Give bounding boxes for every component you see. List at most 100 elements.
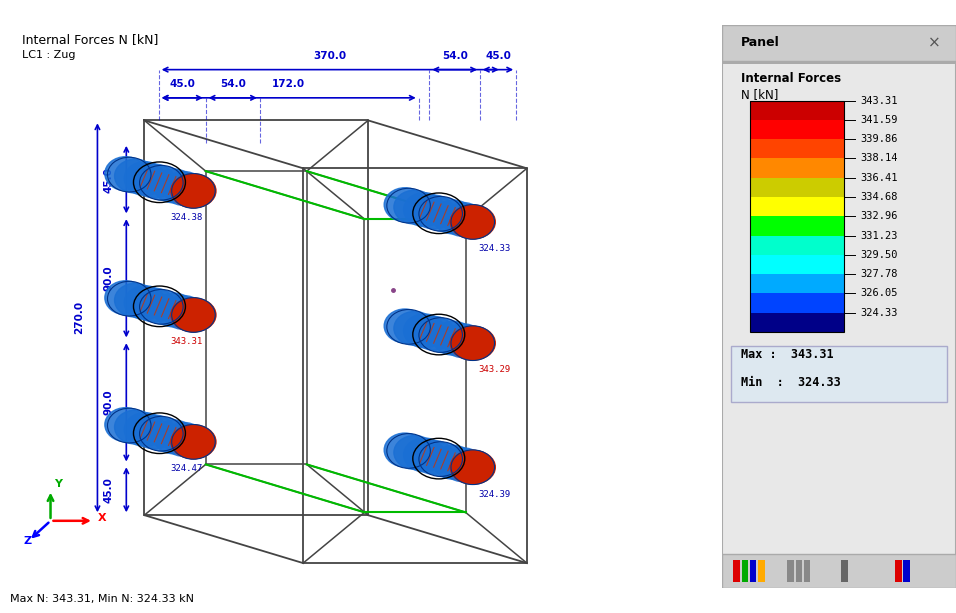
Bar [722, 61, 956, 64]
Bar [841, 560, 848, 582]
Bar [750, 139, 843, 158]
Bar [731, 346, 946, 402]
Text: 343.29: 343.29 [478, 365, 511, 375]
Bar [895, 560, 902, 582]
Text: Max :  343.31: Max : 343.31 [741, 348, 833, 361]
Bar [758, 560, 765, 582]
Text: Max N: 343.31, Min N: 324.33 kN: Max N: 343.31, Min N: 324.33 kN [10, 594, 193, 604]
Bar [722, 25, 956, 61]
Text: 324.38: 324.38 [170, 213, 203, 223]
Ellipse shape [452, 451, 493, 484]
Bar [788, 560, 793, 582]
Ellipse shape [143, 167, 185, 200]
Ellipse shape [403, 192, 445, 226]
Bar [750, 235, 843, 255]
Ellipse shape [134, 288, 175, 322]
Bar [903, 560, 910, 582]
Ellipse shape [384, 433, 425, 467]
Bar [750, 313, 843, 332]
Bar [750, 216, 843, 235]
Text: 45.0: 45.0 [103, 477, 114, 503]
Text: 324.33: 324.33 [860, 308, 898, 318]
Ellipse shape [153, 169, 195, 203]
Ellipse shape [124, 162, 165, 196]
Text: 45.0: 45.0 [485, 51, 511, 61]
Ellipse shape [173, 174, 214, 208]
Ellipse shape [423, 197, 465, 232]
Ellipse shape [452, 205, 493, 239]
Ellipse shape [443, 324, 484, 357]
Ellipse shape [450, 451, 495, 484]
Text: 341.59: 341.59 [860, 115, 898, 125]
Text: 172.0: 172.0 [272, 79, 305, 89]
Text: 327.78: 327.78 [860, 269, 898, 279]
Ellipse shape [163, 172, 205, 205]
Ellipse shape [413, 195, 454, 229]
Ellipse shape [115, 410, 156, 444]
Ellipse shape [413, 441, 454, 474]
Ellipse shape [403, 314, 445, 348]
Bar [750, 294, 843, 313]
Text: 324.47: 324.47 [170, 464, 203, 473]
Text: 324.39: 324.39 [478, 490, 511, 498]
Ellipse shape [124, 413, 165, 446]
Ellipse shape [153, 420, 195, 454]
Bar [795, 560, 802, 582]
Bar [750, 178, 843, 197]
Text: 334.68: 334.68 [860, 192, 898, 202]
Text: 332.96: 332.96 [860, 211, 898, 221]
Ellipse shape [452, 326, 493, 360]
Ellipse shape [171, 298, 216, 332]
Text: 331.23: 331.23 [860, 230, 898, 240]
Ellipse shape [143, 291, 185, 324]
Ellipse shape [173, 298, 214, 332]
Ellipse shape [394, 435, 435, 470]
Ellipse shape [153, 293, 195, 327]
Ellipse shape [171, 425, 216, 459]
Ellipse shape [105, 408, 146, 441]
Text: 270.0: 270.0 [75, 301, 84, 334]
Ellipse shape [134, 164, 175, 198]
Ellipse shape [384, 188, 425, 221]
Ellipse shape [443, 202, 484, 237]
Text: Z: Z [23, 536, 32, 547]
Ellipse shape [163, 295, 205, 329]
Text: 326.05: 326.05 [860, 288, 898, 299]
Ellipse shape [115, 283, 156, 317]
Bar [750, 197, 843, 216]
Bar [804, 560, 811, 582]
Ellipse shape [134, 415, 175, 449]
Text: ×: × [928, 35, 941, 50]
Ellipse shape [423, 443, 465, 477]
Text: X: X [98, 513, 106, 523]
Ellipse shape [115, 159, 156, 193]
Text: 54.0: 54.0 [220, 79, 246, 89]
Text: 90.0: 90.0 [103, 389, 114, 415]
Text: LC1 : Zug: LC1 : Zug [22, 50, 76, 60]
Text: 329.50: 329.50 [860, 250, 898, 260]
Text: 336.41: 336.41 [860, 173, 898, 183]
Text: Y: Y [54, 479, 62, 489]
Ellipse shape [384, 309, 425, 343]
Text: 339.86: 339.86 [860, 134, 898, 144]
Ellipse shape [171, 174, 216, 208]
Bar [750, 101, 843, 332]
Text: Panel: Panel [741, 36, 779, 49]
Bar [750, 101, 843, 120]
Bar [750, 120, 843, 139]
Text: 324.33: 324.33 [478, 244, 511, 253]
Bar [750, 158, 843, 178]
Ellipse shape [433, 200, 474, 234]
Ellipse shape [124, 286, 165, 319]
Text: 45.0: 45.0 [169, 79, 195, 89]
Ellipse shape [443, 448, 484, 482]
Bar [750, 274, 843, 294]
Ellipse shape [450, 205, 495, 239]
Ellipse shape [403, 438, 445, 472]
Text: 338.14: 338.14 [860, 153, 898, 164]
Text: 370.0: 370.0 [314, 51, 347, 61]
Text: 343.31: 343.31 [170, 337, 203, 346]
Ellipse shape [173, 425, 214, 459]
Ellipse shape [433, 446, 474, 479]
Ellipse shape [105, 157, 146, 191]
